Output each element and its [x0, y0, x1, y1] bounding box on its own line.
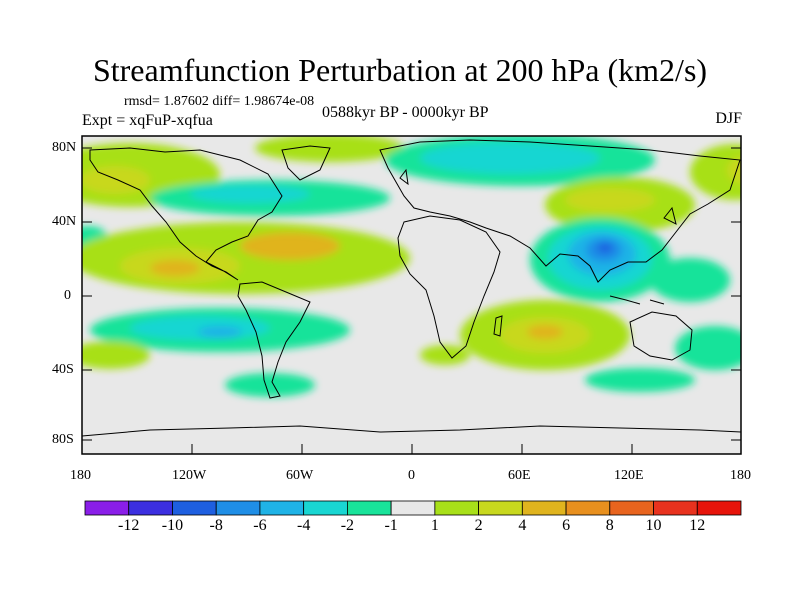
colorbar-swatch — [609, 500, 654, 516]
lon-label-120e: 120E — [614, 468, 644, 483]
colorbar-swatch — [390, 500, 436, 516]
colorbar-label: -8 — [209, 517, 223, 534]
colorbar-label: -2 — [340, 517, 355, 534]
period-label: 0588kyr BP - 0000kyr BP — [322, 104, 489, 121]
colorbar-swatch — [434, 500, 479, 516]
colorbar-swatch — [128, 500, 173, 516]
colorbar-swatch — [172, 500, 217, 516]
lat-label-80n: 80N — [52, 140, 77, 155]
stats-label: rmsd= 1.87602 diff= 1.98674e-08 — [124, 94, 315, 109]
colorbar-swatch — [521, 500, 567, 516]
colorbar-label: -10 — [161, 517, 184, 534]
lat-ticks — [82, 147, 741, 441]
season-label: DJF — [715, 110, 742, 127]
streamfunction-field — [82, 136, 741, 454]
colorbar-swatch — [653, 500, 698, 516]
colorbar — [84, 500, 742, 516]
lon-ticks — [191, 444, 633, 454]
colorbar-label: 1 — [430, 517, 439, 534]
colorbar-label: 12 — [689, 517, 706, 534]
lon-label-120w: 120W — [172, 468, 207, 483]
coastlines — [82, 139, 741, 437]
lon-label-60w: 60W — [286, 468, 314, 483]
lat-label-40n: 40N — [52, 214, 77, 229]
colorbar-swatch — [565, 500, 611, 516]
colorbar-swatch — [346, 500, 392, 516]
colorbar-label: 8 — [605, 517, 614, 534]
colorbar-label: 2 — [474, 517, 483, 534]
colorbar-label: 10 — [645, 517, 662, 534]
lon-label-180e: 180 — [730, 468, 751, 483]
colorbar-label: -4 — [296, 517, 311, 534]
lat-label-40s: 40S — [52, 362, 74, 377]
lat-label-80s: 80S — [52, 432, 74, 447]
colorbar-label: 4 — [518, 517, 527, 534]
colorbar-swatch — [259, 500, 305, 516]
colorbar-swatch — [303, 500, 348, 516]
map-title: Streamfunction Perturbation at 200 hPa (… — [92, 52, 708, 88]
lon-label-60e: 60E — [508, 468, 531, 483]
colorbar-swatch — [84, 500, 130, 516]
colorbar-label: -6 — [253, 517, 267, 534]
lat-label-0: 0 — [64, 288, 71, 303]
lon-label-180w: 180 — [70, 468, 91, 483]
lon-label-0: 0 — [408, 468, 415, 483]
colorbar-label: -1 — [384, 517, 398, 534]
colorbar-label: 6 — [562, 517, 571, 534]
colorbar-swatch — [215, 500, 261, 516]
colorbar-swatch — [478, 500, 523, 516]
colorbar-swatch — [696, 500, 742, 516]
colorbar-label: -12 — [118, 517, 140, 534]
experiment-label: Expt = xqFuP-xqfua — [82, 112, 213, 129]
